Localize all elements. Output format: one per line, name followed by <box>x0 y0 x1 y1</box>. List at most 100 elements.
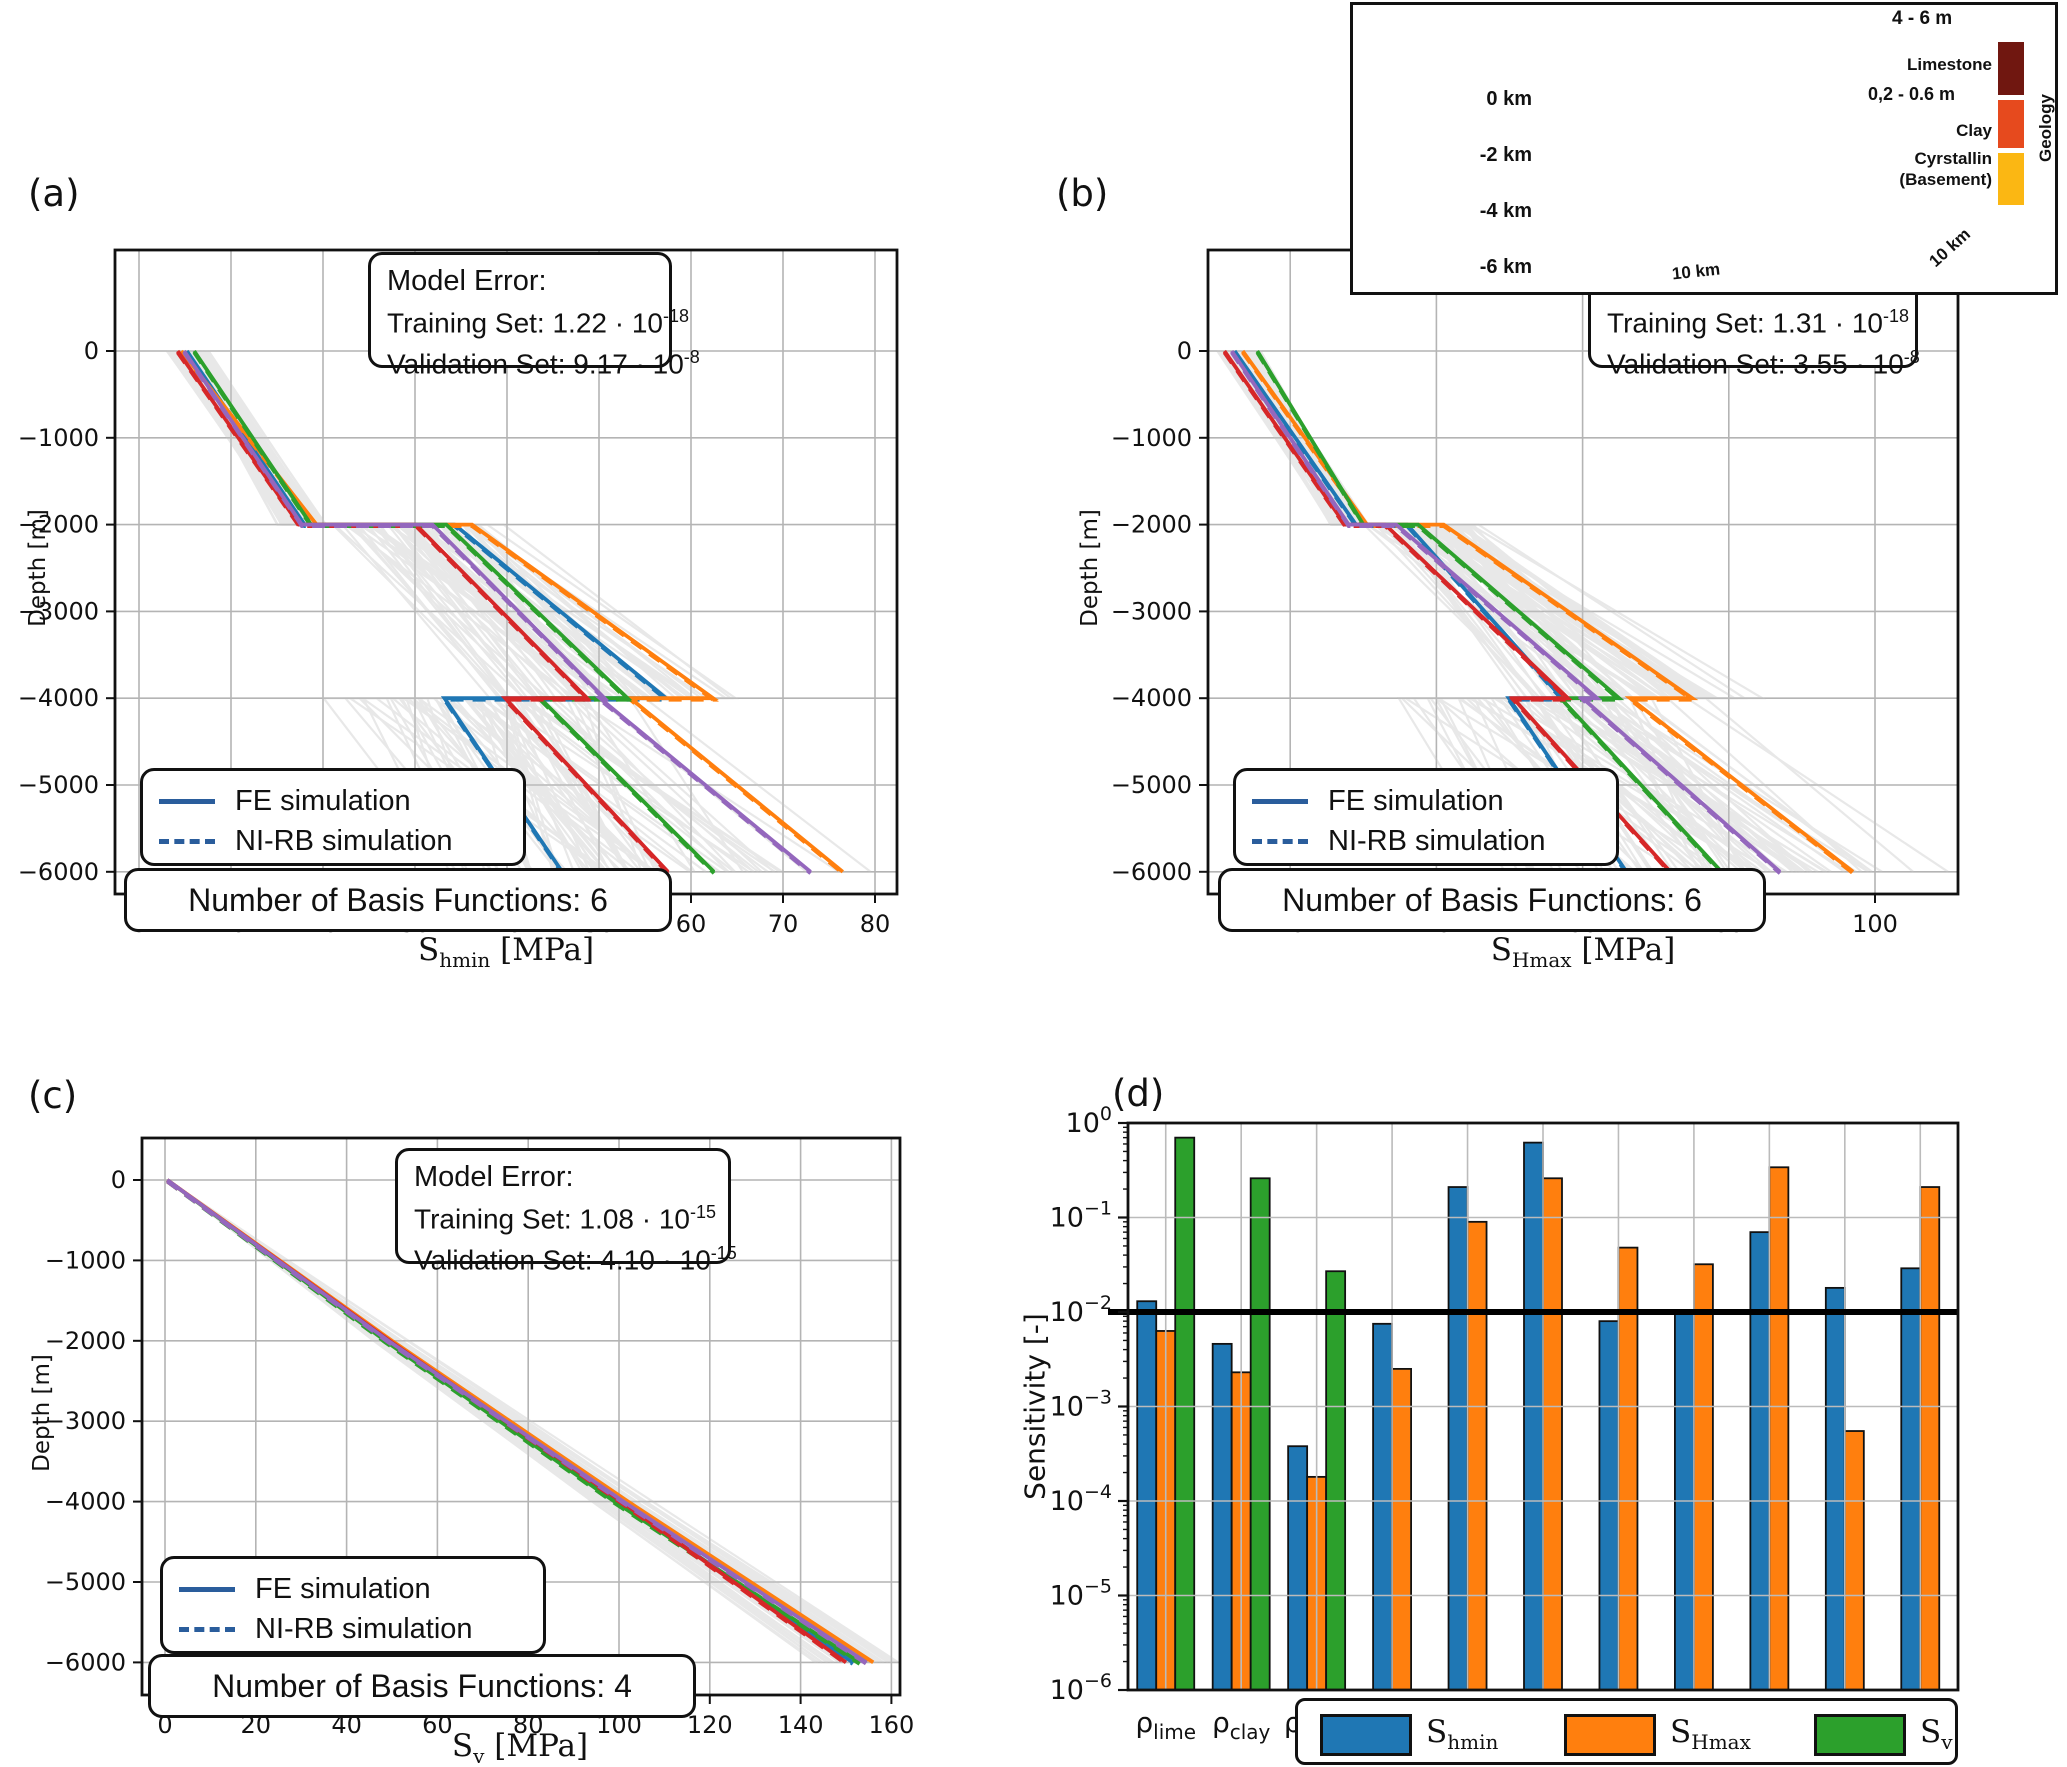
svg-text:0: 0 <box>157 1711 172 1739</box>
inset-depth-0km: 0 km <box>1486 88 1532 110</box>
svg-text:140: 140 <box>778 1711 824 1739</box>
xlabel-b: SHmax [MPa] <box>1490 932 1676 973</box>
ylabel-c: Depth [m] <box>29 1354 55 1472</box>
svg-text:10−2: 10−2 <box>1050 1292 1112 1328</box>
svg-text:10−1: 10−1 <box>1050 1198 1112 1234</box>
panel-label-c: (c) <box>28 1074 78 1117</box>
svg-text:−1000: −1000 <box>18 424 99 452</box>
inset-clay-annotation: 0,2 - 0.6 m <box>1868 84 1956 104</box>
inset-depth-2km: -2 km <box>1479 144 1532 166</box>
validation-error-c: Validation Set: 4.10 · 10-15 <box>414 1243 737 1276</box>
svg-text:ρclay: ρclay <box>1212 1706 1271 1744</box>
training-error-a: Training Set: 1.22 · 10-18 <box>387 306 690 339</box>
training-error-c: Training Set: 1.08 · 10-15 <box>414 1202 717 1235</box>
fe-legend-label-c: FE simulation <box>255 1572 431 1605</box>
svg-text:−2000: −2000 <box>18 511 99 539</box>
svg-text:100: 100 <box>1852 910 1898 938</box>
base-layer-label: Ebase , νbase , ρbase <box>1578 230 1754 258</box>
geology-inset <box>1350 2 2058 295</box>
fe-line-swatch-a <box>159 798 215 804</box>
clay-legend-label: Clay <box>1956 121 1992 140</box>
sim-legend-box-a: FE simulation NI-RB simulation <box>140 768 526 866</box>
svg-text:−2000: −2000 <box>45 1327 126 1355</box>
svg-text:−6000: −6000 <box>18 858 99 886</box>
svg-text:100: 100 <box>1066 1103 1112 1139</box>
xlabel-c: Sv [MPa] <box>451 1728 589 1767</box>
inset-depth-4km: -4 km <box>1479 200 1532 222</box>
inset-top-annotation: 4 - 6 m <box>1892 8 1953 29</box>
svg-text:80: 80 <box>860 910 891 938</box>
model-error-title-a: Model Error: <box>387 265 547 297</box>
svg-text:−4000: −4000 <box>1111 684 1192 712</box>
svg-text:120: 120 <box>687 1711 733 1739</box>
svg-text:−4000: −4000 <box>45 1488 126 1516</box>
bar-legend-box: Shmin SHmax Sv <box>1295 1698 1958 1765</box>
fe-line-swatch-b <box>1252 798 1308 804</box>
limestone-color-patch <box>1998 42 2024 95</box>
training-error-b: Training Set: 1.31 · 10-18 <box>1607 306 1910 339</box>
sim-legend-box-c: FE simulation NI-RB simulation <box>160 1556 546 1654</box>
panel-label-a: (a) <box>28 172 80 215</box>
inset-depth-6km: -6 km <box>1479 256 1532 278</box>
clay-color-patch <box>1998 100 2024 148</box>
svg-text:10−4: 10−4 <box>1050 1481 1112 1517</box>
nirb-legend-label-b: NI-RB simulation <box>1328 824 1546 857</box>
lime-layer-label: Elime , νlime , ρlime <box>1578 118 1747 146</box>
nirb-line-swatch-b <box>1252 838 1308 844</box>
validation-error-b: Validation Set: 3.55 · 10-8 <box>1607 347 1920 380</box>
model-error-box-a: Model Error: Training Set: 1.22 · 10-18 … <box>368 252 700 380</box>
svg-text:0: 0 <box>111 1166 126 1194</box>
svg-text:−1000: −1000 <box>45 1246 126 1274</box>
ylabel-b: Depth [m] <box>1077 509 1103 627</box>
svg-text:ρlime: ρlime <box>1135 1706 1196 1744</box>
svg-text:10−3: 10−3 <box>1050 1387 1112 1423</box>
xlabel-a: Shmin [MPa] <box>417 932 595 973</box>
svg-text:−6000: −6000 <box>1111 858 1192 886</box>
fe-legend-label-a: FE simulation <box>235 784 411 817</box>
fe-line-swatch-c <box>179 1586 235 1592</box>
basis-functions-box-b: Number of Basis Functions: 6 <box>1218 868 1766 932</box>
shmax-swatch <box>1564 1714 1656 1756</box>
nirb-legend-label-c: NI-RB simulation <box>255 1612 473 1645</box>
nirb-line-swatch-a <box>159 838 215 844</box>
nirb-legend-label-a: NI-RB simulation <box>235 824 453 857</box>
basement-color-patch <box>1998 153 2024 205</box>
ylabel-a: Depth [m] <box>25 509 51 627</box>
sv-swatch <box>1814 1714 1906 1756</box>
svg-text:−2000: −2000 <box>1111 511 1192 539</box>
panel-label-b: (b) <box>1056 172 1109 215</box>
sim-legend-box-b: FE simulation NI-RB simulation <box>1233 768 1619 866</box>
shmin-swatch <box>1320 1714 1412 1756</box>
basis-functions-box-a: Number of Basis Functions: 6 <box>124 868 672 932</box>
svg-text:−3000: −3000 <box>45 1407 126 1435</box>
shmin-legend-label: Shmin <box>1426 1714 1499 1755</box>
ylabel-d: Sensitivity [-] <box>1018 1313 1052 1500</box>
model-error-title-c: Model Error: <box>414 1161 574 1193</box>
svg-text:−4000: −4000 <box>18 684 99 712</box>
svg-text:−5000: −5000 <box>18 771 99 799</box>
sv-legend-label: Sv <box>1920 1714 1953 1755</box>
svg-text:60: 60 <box>676 910 707 938</box>
svg-text:−3000: −3000 <box>1111 597 1192 625</box>
fe-legend-label-b: FE simulation <box>1328 784 1504 817</box>
svg-text:−5000: −5000 <box>45 1568 126 1596</box>
model-error-box-c: Model Error: Training Set: 1.08 · 10-15 … <box>395 1148 737 1276</box>
svg-text:0: 0 <box>1177 337 1192 365</box>
basis-functions-box-c: Number of Basis Functions: 4 <box>148 1654 696 1718</box>
svg-text:−3000: −3000 <box>18 597 99 625</box>
clay-layer-label: Eclay , νclay , ρclay <box>1578 174 1741 202</box>
svg-text:160: 160 <box>868 1711 914 1739</box>
validation-error-a: Validation Set: 9.17 · 10-8 <box>387 347 700 380</box>
svg-text:−1000: −1000 <box>1111 424 1192 452</box>
svg-text:−6000: −6000 <box>45 1648 126 1676</box>
geology-axis-title: Geology <box>2036 93 2055 162</box>
svg-text:0: 0 <box>84 337 99 365</box>
nirb-line-swatch-c <box>179 1626 235 1632</box>
svg-text:−5000: −5000 <box>1111 771 1192 799</box>
svg-text:10−6: 10−6 <box>1050 1670 1112 1706</box>
basement-legend-label: Cyrstallin (Basement) <box>1899 149 1992 189</box>
shmax-legend-label: SHmax <box>1670 1714 1751 1755</box>
svg-text:10−5: 10−5 <box>1050 1576 1112 1612</box>
svg-text:70: 70 <box>768 910 799 938</box>
